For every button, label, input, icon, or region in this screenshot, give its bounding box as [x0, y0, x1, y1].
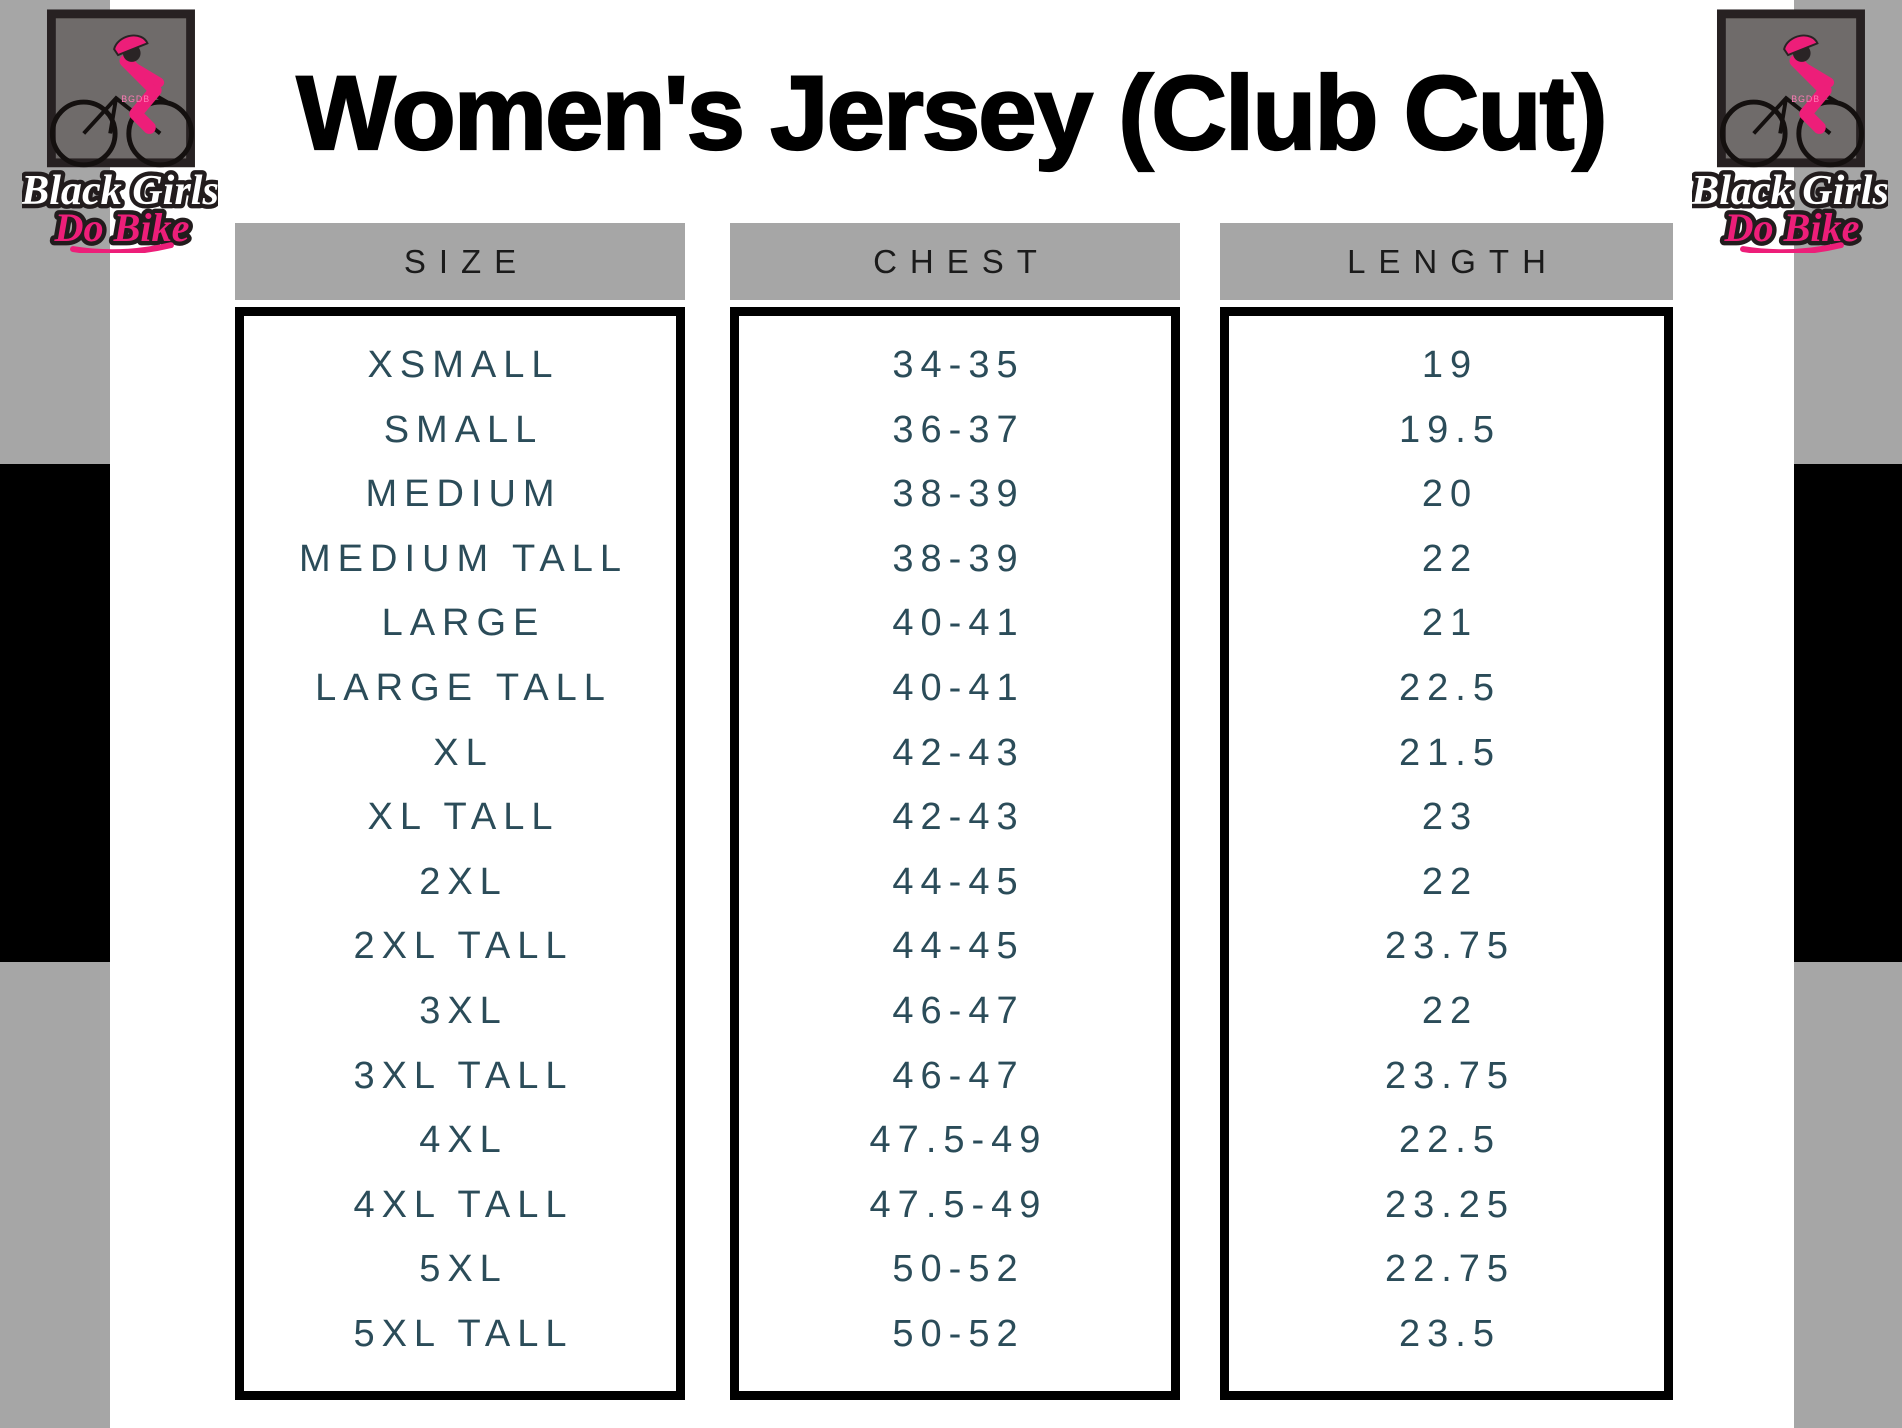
table-cell: 46-47	[892, 989, 1025, 1032]
table-cell: 23.75	[1384, 1054, 1516, 1097]
logo-text-line2: Do Bike	[1723, 205, 1859, 250]
table-cell: XSMALL	[367, 344, 560, 386]
table-cell: 34-35	[892, 344, 1025, 386]
logo-underline-swoosh	[1740, 242, 1844, 253]
table-cell: 3XL TALL	[353, 1054, 574, 1097]
logo-monogram: BGDB	[121, 94, 150, 104]
table-cell: 22	[1421, 989, 1479, 1032]
cyclist-icon: BGDB	[1783, 34, 1835, 134]
table-cell: 5XL TALL	[353, 1312, 574, 1355]
table-cell: 23.25	[1384, 1183, 1516, 1226]
table-cell: 22	[1421, 537, 1479, 580]
left-stripe-black-block	[0, 464, 110, 962]
table-cell: 22.5	[1399, 666, 1501, 709]
table-cell: 47.5-49	[869, 1119, 1048, 1162]
table-cell: 23.75	[1384, 925, 1516, 968]
table-cell: 36-37	[892, 408, 1025, 451]
table-cell: 22.5	[1399, 1119, 1501, 1162]
table-cell: 23.5	[1399, 1312, 1501, 1355]
table-cell: 50-52	[892, 1312, 1025, 1355]
right-stripe-black-block	[1794, 464, 1902, 962]
table-cell: 38-39	[892, 473, 1025, 516]
table-cell: 21	[1421, 602, 1479, 645]
length-column-body: 19 19.5 20 22 21 22.5 21.5 23 22 23.75 22 23.75 22.5…	[1220, 307, 1673, 1400]
table-cell: 19.5	[1399, 408, 1501, 451]
size-column: SIZE XSMALL SMALL MEDIUM MEDIUM TALL LARGE LA…	[235, 223, 685, 1400]
table-cell: 5XL	[419, 1248, 508, 1291]
table-cell: MEDIUM TALL	[299, 537, 628, 580]
table-cell: 20	[1421, 473, 1479, 516]
right-stripe	[1794, 0, 1902, 1428]
chest-column-body: 34-35 36-37 38-39 38-39 40-41 40-41 42-43 42-43…	[730, 307, 1180, 1400]
table-cell: 3XL	[419, 989, 508, 1032]
logo-underline-swoosh	[70, 242, 174, 253]
bgdb-logo-right: BGDB Black Girls Do Bike	[1692, 9, 1888, 253]
length-column-header: LENGTH	[1220, 223, 1673, 300]
table-cell: 40-41	[892, 602, 1025, 645]
table-cell: 2XL	[419, 860, 508, 903]
table-cell: 19	[1421, 344, 1479, 386]
table-cell: 2XL TALL	[353, 925, 574, 968]
table-cell: 4XL	[419, 1119, 508, 1162]
table-cell: 22	[1421, 860, 1479, 903]
table-cell: XL TALL	[367, 796, 560, 839]
table-cell: 23	[1421, 796, 1479, 839]
left-stripe	[0, 0, 110, 1428]
table-cell: 42-43	[892, 796, 1025, 839]
table-cell: 38-39	[892, 537, 1025, 580]
size-column-header: SIZE	[235, 223, 685, 300]
table-cell: 4XL TALL	[353, 1183, 574, 1226]
table-cell: 40-41	[892, 666, 1025, 709]
table-cell: MEDIUM	[365, 473, 562, 516]
logo-text-line1: Black Girls	[1692, 167, 1888, 214]
table-cell: 21.5	[1399, 731, 1501, 774]
logo-emblem-square	[1716, 9, 1865, 168]
bgdb-logo-left: BGDB Black Girls Do Bike	[22, 9, 218, 253]
table-cell: LARGE TALL	[315, 666, 612, 709]
table-cell: 44-45	[892, 925, 1025, 968]
table-cell: LARGE	[381, 602, 546, 645]
table-cell: 47.5-49	[869, 1183, 1048, 1226]
table-cell: 44-45	[892, 860, 1025, 903]
logo-monogram: BGDB	[1791, 94, 1820, 104]
page-title: Women's Jersey (Club Cut)	[295, 54, 1608, 173]
table-cell: 42-43	[892, 731, 1025, 774]
logo-text-line1: Black Girls	[22, 167, 218, 214]
size-column-body: XSMALL SMALL MEDIUM MEDIUM TALL LARGE LARGE T…	[235, 307, 685, 1400]
chest-column: CHEST 34-35 36-37 38-39 38-39 40-41 40-41 42-4…	[730, 223, 1180, 1400]
table-cell: 46-47	[892, 1054, 1025, 1097]
cyclist-icon: BGDB	[113, 34, 165, 134]
table-cell: 50-52	[892, 1248, 1025, 1291]
chest-column-header: CHEST	[730, 223, 1180, 300]
table-cell: SMALL	[383, 408, 544, 451]
table-cell: XL	[433, 731, 494, 774]
length-column: LENGTH 19 19.5 20 22 21 22.5 21.5 23 22 23.75 22 23…	[1220, 223, 1673, 1400]
table-cell: 22.75	[1384, 1248, 1516, 1291]
